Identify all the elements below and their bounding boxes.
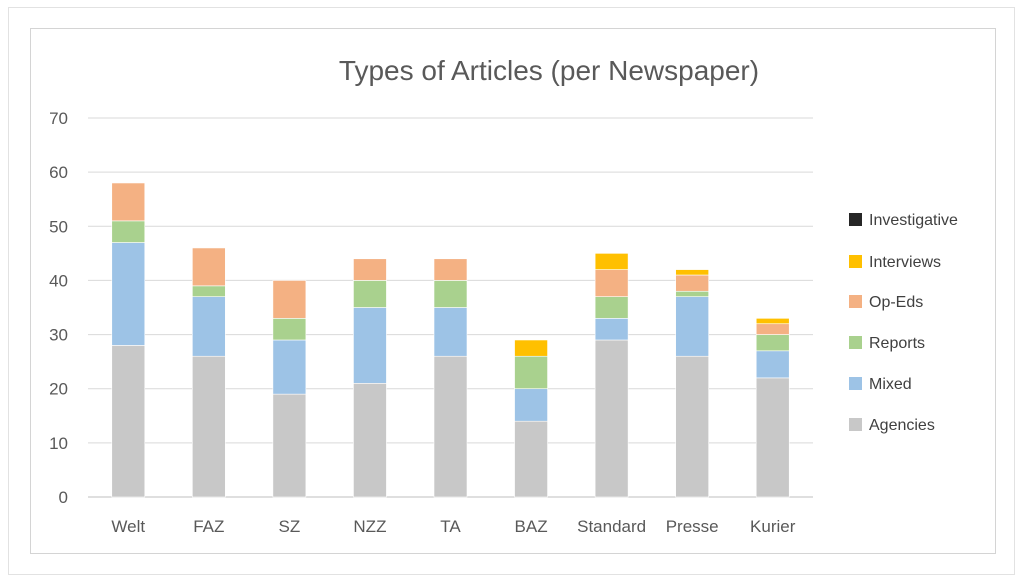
bar-segment <box>111 182 146 222</box>
x-tick-label: Presse <box>666 517 719 536</box>
bar-segment <box>594 269 629 297</box>
bar-segment <box>192 296 226 357</box>
x-axis-ticks: Welt FAZ SZ NZZ TA BAZ Standard Presse Kurier <box>111 517 795 536</box>
legend-label: Reports <box>869 335 925 352</box>
bar-segment <box>675 290 709 297</box>
bar-segment <box>111 345 146 498</box>
y-tick-label: 0 <box>59 488 68 507</box>
bar-segment <box>594 318 629 341</box>
legend-label: Mixed <box>869 376 912 393</box>
bar-segment <box>433 355 468 498</box>
chart-title: Types of Articles (per Newspaper) <box>339 55 759 86</box>
bar-segment <box>111 242 146 346</box>
legend-label: Investigative <box>869 212 958 229</box>
bar-segment <box>675 296 709 357</box>
legend-swatch <box>849 295 862 308</box>
bar-segment <box>192 247 226 287</box>
bar-segment <box>514 388 548 422</box>
bar-segment <box>192 285 226 297</box>
bar-segment <box>675 269 709 276</box>
bar-segment <box>514 339 548 357</box>
y-tick-label: 50 <box>49 217 68 236</box>
x-tick-label: FAZ <box>193 517 224 536</box>
y-tick-label: 70 <box>49 109 68 128</box>
bar-segment <box>755 377 790 498</box>
bar-segment <box>433 258 468 281</box>
bar-segment <box>353 307 387 384</box>
bar-segment <box>353 280 387 308</box>
legend-swatch <box>849 377 862 390</box>
bar-segment <box>594 296 629 319</box>
bar-segment <box>755 318 790 325</box>
bar-segment <box>433 280 468 308</box>
legend-label: Interviews <box>869 254 941 271</box>
bar-segment <box>272 393 307 498</box>
x-tick-label: SZ <box>279 517 301 536</box>
x-tick-label: Kurier <box>750 517 796 536</box>
bar-segment <box>755 323 790 335</box>
bar-segment <box>594 253 629 270</box>
x-tick-label: BAZ <box>515 517 548 536</box>
bars <box>111 182 790 498</box>
y-tick-label: 60 <box>49 163 68 182</box>
legend-swatch <box>849 418 862 431</box>
y-tick-label: 10 <box>49 434 68 453</box>
bar-segment <box>192 355 226 498</box>
bar-segment <box>675 355 709 498</box>
y-axis-ticks: 0 10 20 30 40 50 60 70 <box>49 109 68 507</box>
chart-area <box>30 28 996 554</box>
bar-segment <box>433 307 468 357</box>
bar-segment <box>272 339 307 395</box>
bar-segment <box>594 339 629 498</box>
legend-swatch <box>849 255 862 268</box>
legend: Investigative Interviews Op-Eds Reports Mixe… <box>849 212 958 434</box>
bar-segment <box>111 220 146 243</box>
bar-segment <box>353 382 387 498</box>
bar-segment <box>272 318 307 341</box>
legend-label: Op-Eds <box>869 294 923 311</box>
x-tick-label: NZZ <box>353 517 386 536</box>
x-tick-label: TA <box>440 517 461 536</box>
y-tick-label: 40 <box>49 271 68 290</box>
x-tick-label: Welt <box>111 517 145 536</box>
bar-segment <box>675 274 709 292</box>
bar-segment <box>514 420 548 498</box>
y-tick-label: 20 <box>49 380 68 399</box>
bar-segment <box>272 280 307 319</box>
legend-swatch <box>849 336 862 349</box>
bar-segment <box>755 334 790 352</box>
x-tick-label: Standard <box>577 517 646 536</box>
bar-segment <box>353 258 387 281</box>
bar-segment <box>755 350 790 379</box>
y-tick-label: 30 <box>49 326 68 345</box>
legend-label: Agencies <box>869 417 935 434</box>
legend-swatch <box>849 213 862 226</box>
bar-segment <box>514 355 548 390</box>
